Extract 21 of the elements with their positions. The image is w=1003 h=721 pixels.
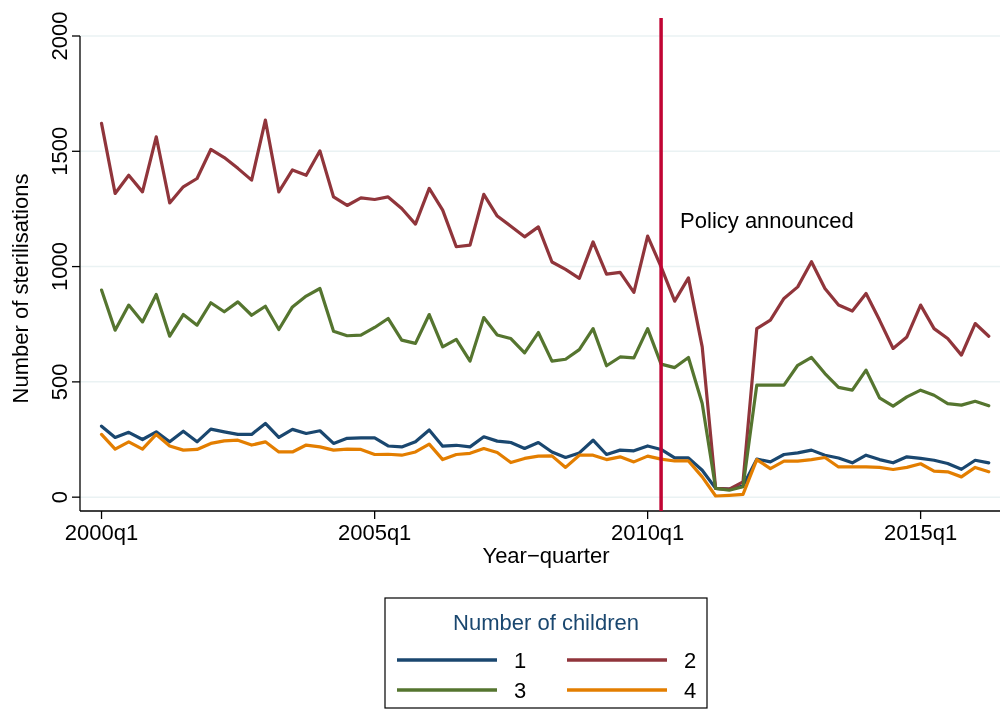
line-series	[99, 432, 991, 498]
y-tick-label: 1000	[47, 242, 72, 292]
y-tick-label: 1500	[47, 126, 72, 176]
x-tick-label: 2005q1	[337, 520, 412, 545]
ref-line-label: Policy announced	[680, 208, 854, 233]
line-series	[99, 286, 991, 492]
legend-title: Number of children	[453, 610, 639, 635]
line-series	[99, 118, 991, 491]
legend-label: 1	[513, 648, 527, 673]
legend-label: 3	[513, 678, 527, 703]
y-tick-label: 2000	[47, 11, 72, 61]
y-tick-label: 0	[47, 491, 72, 504]
legend-label: 2	[683, 648, 697, 673]
y-axis-title: Number of sterilisations	[8, 173, 33, 404]
y-tick-label: 500	[47, 363, 72, 401]
x-tick-label: 2015q1	[883, 520, 958, 545]
legend-label: 4	[683, 678, 697, 703]
x-tick-label: 2010q1	[610, 520, 685, 545]
x-tick-label: 2000q1	[64, 520, 139, 545]
x-axis-title: Year−quarter	[482, 543, 610, 568]
line-series	[99, 421, 991, 491]
